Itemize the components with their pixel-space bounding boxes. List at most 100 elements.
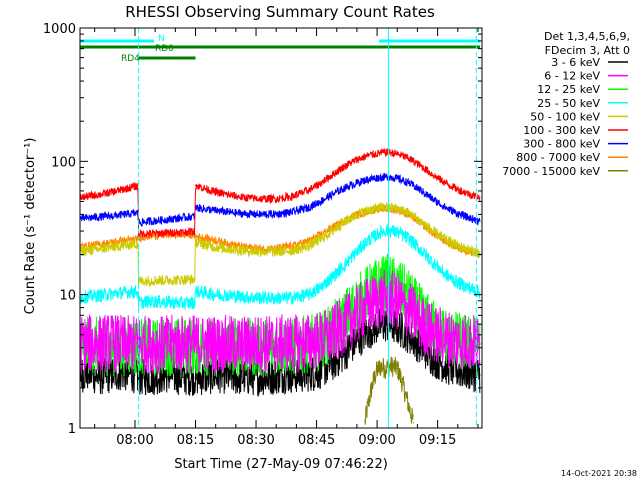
state-bar-rd0: RD0 (80, 44, 480, 54)
data-point (227, 242, 229, 245)
series-line (80, 202, 481, 288)
data-point (283, 374, 285, 376)
data-point (137, 290, 139, 292)
series-50-100-kev (79, 202, 481, 288)
data-point (194, 278, 196, 281)
data-point (479, 220, 481, 222)
data-point (368, 239, 370, 241)
data-point (408, 335, 410, 337)
time-markers (138, 28, 477, 428)
data-point (194, 230, 196, 233)
data-point (457, 340, 459, 342)
data-point (85, 372, 88, 374)
data-point (352, 308, 354, 310)
series-25-50-kev (79, 223, 481, 310)
data-point (320, 182, 322, 184)
data-point (479, 196, 481, 199)
data-point (420, 250, 423, 252)
data-point (445, 239, 447, 241)
data-point (137, 185, 139, 187)
data-point (227, 194, 229, 196)
data-point (194, 342, 196, 345)
data-point (275, 251, 277, 253)
data-point (332, 276, 334, 278)
data-point (352, 317, 354, 319)
data-point (320, 286, 322, 289)
legend-header: FDecim 3, Att 0 (545, 44, 630, 57)
data-point (457, 213, 459, 215)
data-point (275, 213, 277, 215)
data-point (432, 231, 435, 233)
data-point (307, 294, 310, 296)
data-point (102, 243, 104, 245)
data-point (299, 374, 302, 376)
x-tick-label: 09:15 (419, 433, 456, 448)
data-point (408, 158, 410, 160)
data-point (243, 213, 245, 215)
data-point (364, 333, 366, 335)
data-point (118, 189, 120, 192)
x-tick-label: 09:00 (358, 433, 395, 448)
data-point (174, 231, 176, 234)
data-point (364, 306, 366, 309)
legend-header: Det 1,3,4,5,6,9, (544, 30, 630, 43)
data-point (307, 240, 310, 242)
data-point (166, 301, 168, 303)
legend-entry-label: 25 - 50 keV (537, 97, 600, 110)
data-point (380, 176, 382, 178)
data-point (445, 182, 447, 184)
data-point (445, 206, 447, 209)
y-tick-label: 10 (59, 289, 76, 304)
series-line (80, 307, 481, 398)
data-point (479, 342, 481, 345)
data-point (251, 376, 253, 378)
data-point (469, 287, 471, 289)
data-point (150, 376, 152, 378)
data-point (211, 209, 213, 211)
data-point (392, 365, 394, 367)
timestamp: 14-Oct-2021 20:38 (561, 469, 637, 478)
data-point (328, 365, 330, 367)
data-point (307, 206, 310, 209)
state-bar-label: RD0 (155, 44, 174, 54)
data-point (118, 240, 120, 242)
series-line (364, 356, 414, 425)
legend-entry-label: 800 - 7000 keV (516, 151, 600, 164)
data-point (118, 214, 120, 216)
data-point (445, 365, 447, 367)
data-point (469, 193, 471, 195)
data-point (291, 195, 293, 198)
legend-entry-label: 100 - 300 keV (523, 124, 600, 137)
data-point (267, 376, 269, 378)
series-line (80, 172, 481, 228)
data-point (102, 216, 104, 218)
data-point (102, 193, 104, 195)
data-point (98, 376, 100, 378)
series-7000-15000-kev (364, 356, 415, 425)
data-point (194, 302, 196, 304)
data-point (420, 190, 423, 192)
data-point (243, 249, 245, 251)
data-point (376, 369, 378, 372)
data-point (194, 241, 197, 243)
series-line (80, 269, 481, 374)
data-point (384, 367, 386, 369)
legend-entry-label: 12 - 25 keV (537, 83, 600, 96)
data-point (295, 342, 297, 345)
data-point (94, 342, 96, 345)
data-point (182, 302, 185, 304)
data-point (211, 293, 213, 295)
data-point (445, 337, 447, 339)
data-point (134, 374, 136, 376)
data-point (372, 381, 374, 383)
data-point (154, 232, 156, 235)
legend-entry-label: 300 - 800 keV (523, 138, 600, 151)
data-point (432, 233, 435, 235)
x-tick-label: 08:30 (237, 433, 274, 448)
data-point (154, 344, 156, 346)
data-point (356, 182, 358, 184)
data-point (364, 421, 366, 424)
data-point (243, 196, 245, 199)
data-point (408, 238, 410, 240)
